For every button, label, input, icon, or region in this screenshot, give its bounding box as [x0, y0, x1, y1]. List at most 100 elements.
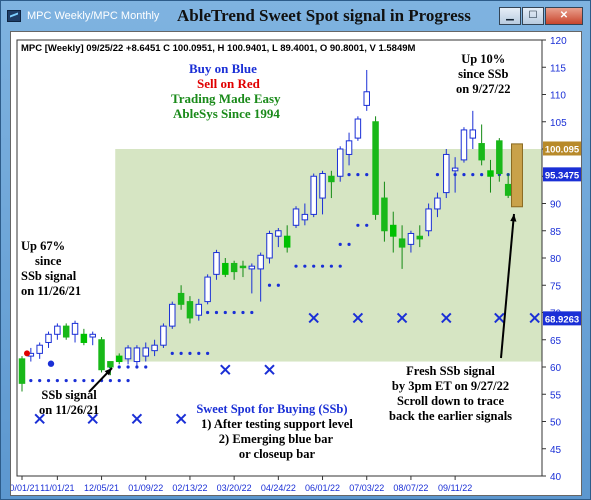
price-tag-mid-label: 95.3475 — [545, 170, 580, 181]
sweet-spot-zone — [115, 149, 542, 362]
candle-body — [45, 333, 52, 343]
y-tick-label: 65 — [550, 336, 562, 347]
candle-body — [142, 347, 149, 357]
candle-body — [115, 355, 123, 363]
candle-body — [425, 208, 432, 232]
candle-body — [107, 361, 114, 368]
candle-body — [195, 303, 203, 316]
maximize-button[interactable]: ☐ — [522, 7, 544, 25]
support-dot — [329, 264, 333, 268]
chart-app-icon — [7, 10, 21, 22]
support-dot — [312, 264, 316, 268]
support-dot — [82, 379, 86, 383]
candle-body — [283, 235, 291, 248]
price-tag-top — [543, 141, 581, 156]
support-dot — [117, 365, 121, 369]
sell-x-mark — [494, 312, 505, 324]
up10-annotation: Up 10% since SSb on 9/27/22 — [456, 52, 511, 96]
x-tick-label: 02/13/22 — [172, 483, 207, 493]
support-dot — [179, 351, 183, 355]
candle-body — [204, 276, 211, 303]
support-dot — [267, 283, 272, 287]
support-dot — [241, 310, 245, 315]
candle-body — [151, 344, 158, 352]
support-dot — [117, 379, 121, 383]
support-dot — [356, 223, 360, 227]
candle-body — [213, 252, 220, 275]
support-dot — [206, 310, 210, 315]
candle-body — [248, 265, 256, 270]
candle-body — [71, 322, 79, 335]
x-tick-label: 03/20/22 — [217, 483, 252, 493]
sell-x-mark — [87, 413, 98, 424]
price-tag-mid — [543, 167, 581, 182]
support-dot — [197, 351, 201, 355]
x-tick-label: 10/01/21 — [11, 483, 40, 493]
candle-body — [222, 262, 229, 275]
support-dot — [347, 242, 351, 246]
fresh-signal-arrow — [500, 213, 515, 359]
sell-x-mark — [264, 364, 275, 375]
current-week-bar — [511, 143, 523, 208]
y-tick-label: 115 — [550, 63, 566, 74]
price-tag-low-label: 68.9263 — [545, 314, 579, 325]
y-tick-label: 120 — [550, 36, 567, 47]
legend-tagline-text: Trading Made Easy — [171, 91, 281, 106]
candle-body — [292, 208, 300, 226]
price-chart-panel[interactable]: 4045505560657075808590951001051101151201… — [10, 31, 582, 496]
candle-body — [336, 148, 344, 177]
y-tick-label: 75 — [550, 281, 562, 292]
price-tag-top-label: 100.095 — [545, 144, 580, 155]
fresh-signal-arrow-head — [510, 214, 517, 222]
x-tick-label: 12/05/21 — [84, 483, 119, 493]
minimize-button[interactable]: ▁ — [499, 7, 521, 25]
x-tick-label: 04/24/22 — [261, 483, 296, 493]
overlay-headline: AbleTrend Sweet Spot signal in Progress — [177, 6, 471, 25]
support-dot — [365, 173, 369, 177]
candle-body — [381, 197, 388, 232]
x-tick-label: 08/07/22 — [393, 483, 428, 493]
candle-body — [266, 232, 273, 259]
support-dot — [144, 365, 148, 369]
candle-body — [469, 129, 477, 139]
window-title: MPC Weekly/MPC Monthly — [27, 10, 160, 22]
support-dot — [108, 379, 112, 383]
sell-x-mark — [175, 413, 187, 424]
candle-body — [160, 325, 167, 346]
support-dot — [64, 379, 68, 383]
support-dot — [126, 379, 130, 383]
support-dot — [126, 365, 130, 369]
support-dot — [214, 310, 219, 315]
price-chart-svg[interactable]: 4045505560657075808590951001051101151201… — [11, 32, 583, 497]
support-dot — [276, 283, 280, 287]
support-dot — [232, 310, 236, 315]
candle-body — [62, 325, 70, 338]
support-dot — [365, 223, 369, 227]
support-dot — [480, 173, 484, 177]
candle-body — [451, 167, 459, 172]
x-tick-label: 11/01/21 — [40, 483, 74, 493]
y-tick-label: 55 — [550, 390, 562, 401]
support-dot — [46, 379, 51, 383]
x-tick-label: 01/09/22 — [128, 483, 163, 493]
candle-body — [478, 143, 485, 161]
y-tick-label: 60 — [550, 363, 562, 374]
candle-body — [239, 265, 247, 269]
support-dot — [303, 264, 307, 268]
price-tag-low — [543, 311, 581, 326]
support-dot — [188, 351, 192, 355]
candle-body — [177, 292, 185, 305]
sell-x-mark — [441, 312, 452, 324]
support-dot — [471, 173, 475, 177]
candle-body — [345, 140, 353, 155]
close-button[interactable]: ✕ — [545, 7, 583, 25]
y-tick-label: 85 — [550, 227, 562, 238]
x-tick-label: 09/11/22 — [438, 483, 472, 493]
red-start-marker — [24, 350, 30, 357]
candle-body — [319, 173, 326, 199]
candle-body — [504, 183, 512, 196]
sweet-spot-annotation: Sweet Spot for Buying (SSb) 1) After tes… — [196, 402, 353, 461]
sell-x-mark — [34, 413, 45, 424]
title-bar[interactable]: MPC Weekly/MPC Monthly AbleTrend Sweet S… — [1, 1, 590, 31]
